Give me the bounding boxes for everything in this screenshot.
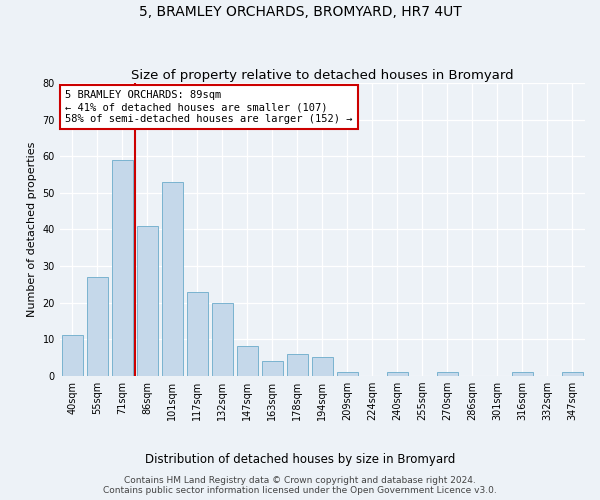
Text: 5, BRAMLEY ORCHARDS, BROMYARD, HR7 4UT: 5, BRAMLEY ORCHARDS, BROMYARD, HR7 4UT [139,5,461,19]
Text: 5 BRAMLEY ORCHARDS: 89sqm
← 41% of detached houses are smaller (107)
58% of semi: 5 BRAMLEY ORCHARDS: 89sqm ← 41% of detac… [65,90,353,124]
Bar [387,372,408,376]
Bar [62,336,83,376]
Bar [512,372,533,376]
Bar [562,372,583,376]
Bar [212,302,233,376]
Bar [237,346,258,376]
Text: Distribution of detached houses by size in Bromyard: Distribution of detached houses by size … [145,452,455,466]
Bar [162,182,183,376]
Bar [437,372,458,376]
Bar [86,277,108,376]
Bar [137,226,158,376]
Bar [262,361,283,376]
Bar [337,372,358,376]
Bar [287,354,308,376]
Text: Contains HM Land Registry data © Crown copyright and database right 2024.
Contai: Contains HM Land Registry data © Crown c… [103,476,497,495]
Y-axis label: Number of detached properties: Number of detached properties [27,142,37,317]
Bar [187,292,208,376]
Bar [312,358,333,376]
Title: Size of property relative to detached houses in Bromyard: Size of property relative to detached ho… [131,69,514,82]
Bar [112,160,133,376]
